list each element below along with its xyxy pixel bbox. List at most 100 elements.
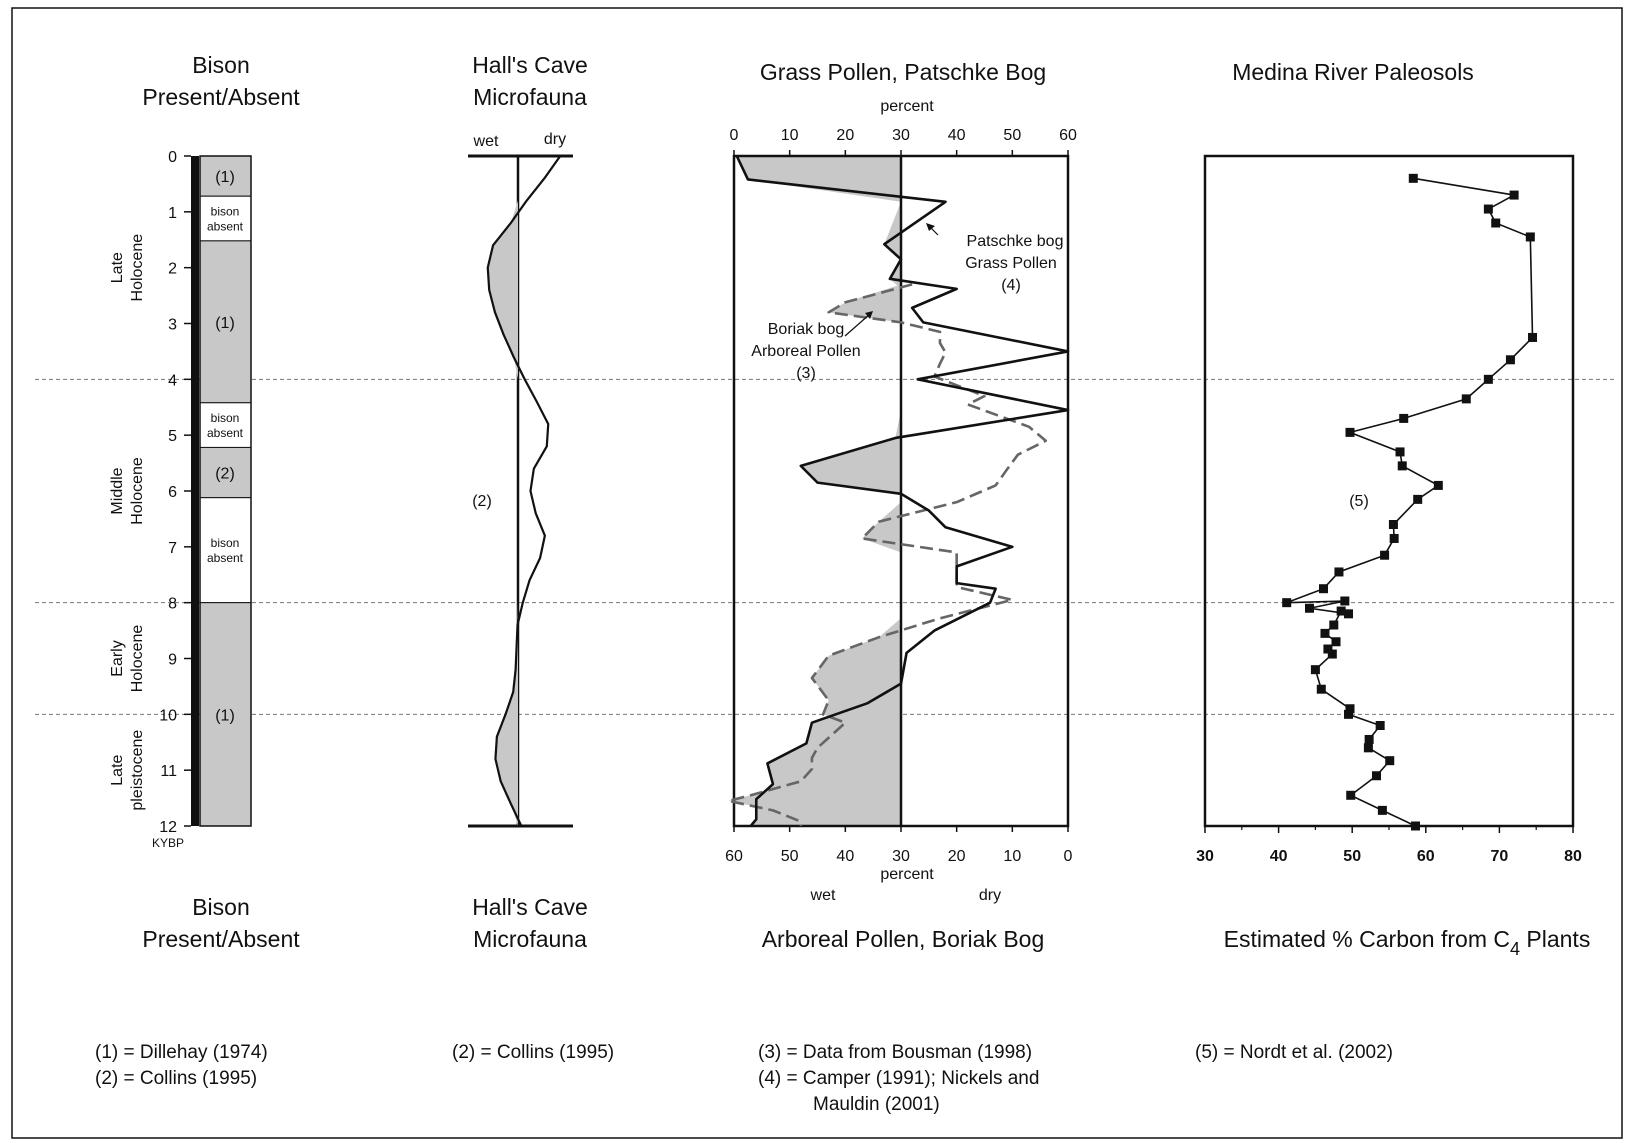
pollen-title: Grass Pollen, Patschke Bog	[760, 59, 1046, 85]
bison-bottom-title-line1: Bison	[192, 894, 250, 920]
bison-bottom-title-line2: Present/Absent	[142, 926, 300, 952]
medina-point-25	[1329, 620, 1339, 630]
y-tick-label-10: 10	[159, 707, 177, 724]
medina-point-3	[1491, 218, 1501, 228]
bison-block-label: bison	[211, 536, 240, 550]
medina-tick-label-60: 60	[1417, 848, 1435, 865]
medina-point-38	[1371, 771, 1381, 781]
medina-point-14	[1413, 494, 1423, 504]
medina-point-10	[1345, 427, 1355, 437]
bison-column-frame	[199, 155, 252, 827]
period-label-line: Holocene	[129, 457, 146, 525]
medina-tick-label-40: 40	[1270, 848, 1288, 865]
medina-point-27	[1331, 637, 1341, 647]
pollen-dry-label: dry	[979, 887, 1001, 904]
grass-annotation-line1: Patschke bog	[967, 233, 1064, 250]
medina-tick-label-80: 80	[1564, 848, 1582, 865]
pollen-ref-3: Mauldin (2001)	[813, 1094, 940, 1115]
pollen-top-tick-label-30: 30	[892, 127, 910, 144]
pollen-bottom-title: Arboreal Pollen, Boriak Bog	[762, 926, 1045, 952]
medina-point-24	[1336, 606, 1346, 616]
y-tick-label-12: 12	[159, 819, 177, 836]
period-label-2: Early Holocene	[109, 625, 146, 693]
period-label-3: Late pleistocene	[109, 730, 146, 811]
bison-block-label: bison	[211, 205, 240, 219]
medina-point-19	[1318, 584, 1328, 594]
bison-column: (1)bisonabsent(1)bisonabsent(2)bisonabse…	[199, 155, 252, 827]
medina-tick-label-50: 50	[1343, 848, 1361, 865]
bison-block-label: bison	[211, 411, 240, 425]
bison-block-label: (1)	[215, 707, 235, 724]
bison-block-label: absent	[207, 551, 244, 565]
halls-ref-1: (2) = Collins (1995)	[452, 1042, 614, 1063]
medina-point-9	[1399, 413, 1409, 423]
y-tick-label-7: 7	[168, 540, 177, 557]
y-tick-label-11: 11	[160, 763, 177, 780]
bison-block-label: absent	[207, 426, 244, 440]
medina-marker: (5)	[1349, 493, 1369, 510]
medina-point-4	[1525, 232, 1535, 242]
bison-block-label: (1)	[215, 315, 235, 332]
bison-block-present	[199, 446, 252, 499]
y-tick-label-1: 1	[168, 205, 177, 222]
medina-point-20	[1282, 598, 1292, 608]
arboreal-annotation-arrow	[844, 313, 871, 337]
pollen-top-tick-label-50: 50	[1003, 127, 1021, 144]
medina-point-5	[1528, 332, 1538, 342]
pollen-top-tick-label-40: 40	[948, 127, 966, 144]
pollen-top-axis-label: percent	[880, 98, 934, 115]
medina-point-40	[1377, 805, 1387, 815]
pollen-top-tick-label-20: 20	[836, 127, 854, 144]
pollen-bottom-tick-label-60: 60	[725, 848, 743, 865]
medina-point-32	[1345, 704, 1355, 714]
medina-point-18	[1334, 567, 1344, 577]
medina-point-34	[1375, 721, 1385, 730]
halls-bottom-title-line2: Microfauna	[473, 926, 587, 952]
medina-plot: 30 40 50 60 70 80	[1196, 154, 1582, 865]
grass-annotation-arrowhead	[926, 223, 935, 231]
halls-title-line2: Microfauna	[473, 84, 587, 110]
medina-point-36	[1363, 743, 1373, 753]
medina-point-39	[1346, 790, 1356, 800]
pollen-plot: 0 60 10 50 20 40 30 30 40 20 50 10 60 0	[725, 127, 1077, 865]
medina-point-23	[1344, 609, 1354, 619]
medina-point-41	[1410, 821, 1420, 831]
figure-border	[11, 7, 1623, 1139]
arboreal-annotation-arrowhead	[865, 311, 873, 319]
medina-point-30	[1310, 665, 1320, 675]
pollen-bottom-tick-label-40: 40	[836, 848, 854, 865]
medina-point-22	[1305, 603, 1315, 613]
bison-ref-1: (1) = Dillehay (1974)	[95, 1042, 268, 1063]
period-label-line: Holocene	[129, 234, 146, 302]
medina-point-31	[1316, 684, 1326, 694]
halls-dry-label: dry	[544, 131, 566, 148]
pollen-top-tick-label-60: 60	[1059, 127, 1077, 144]
medina-point-12	[1397, 461, 1407, 471]
medina-point-35	[1364, 734, 1374, 744]
medina-point-37	[1385, 756, 1395, 766]
pollen-ref-2: (4) = Camper (1991); Nickels and	[758, 1068, 1039, 1089]
medina-point-28	[1323, 644, 1333, 654]
halls-title-line1: Hall's Cave	[472, 52, 588, 78]
medina-point-7	[1483, 374, 1493, 384]
kybp-unit-label: KYBP	[152, 836, 184, 850]
y-tick-label-9: 9	[168, 652, 177, 669]
y-tick-label-4: 4	[168, 372, 177, 389]
y-tick-label-8: 8	[168, 596, 177, 613]
bison-title-line2: Present/Absent	[142, 84, 300, 110]
period-label-1: Middle Holocene	[109, 457, 146, 525]
y-tick-label-6: 6	[168, 484, 177, 501]
halls-curve	[486, 155, 562, 827]
y-tick-label-3: 3	[168, 317, 177, 334]
grass-pollen-line	[735, 155, 1070, 827]
grass-annotation-ref: (4)	[1001, 277, 1021, 294]
halls-wet-fill	[487, 156, 518, 826]
medina-ref-1: (5) = Nordt et al. (2002)	[1195, 1042, 1393, 1063]
period-label-line: Late	[109, 754, 126, 785]
period-label-line: Middle	[109, 467, 126, 514]
medina-point-15	[1388, 520, 1398, 529]
medina-bottom-title: Estimated % Carbon from C4 Plants	[1224, 926, 1591, 959]
medina-bottom-title-subscript: 4	[1510, 939, 1520, 959]
medina-point-1	[1509, 190, 1519, 200]
pollen-wet-label: wet	[810, 887, 836, 904]
